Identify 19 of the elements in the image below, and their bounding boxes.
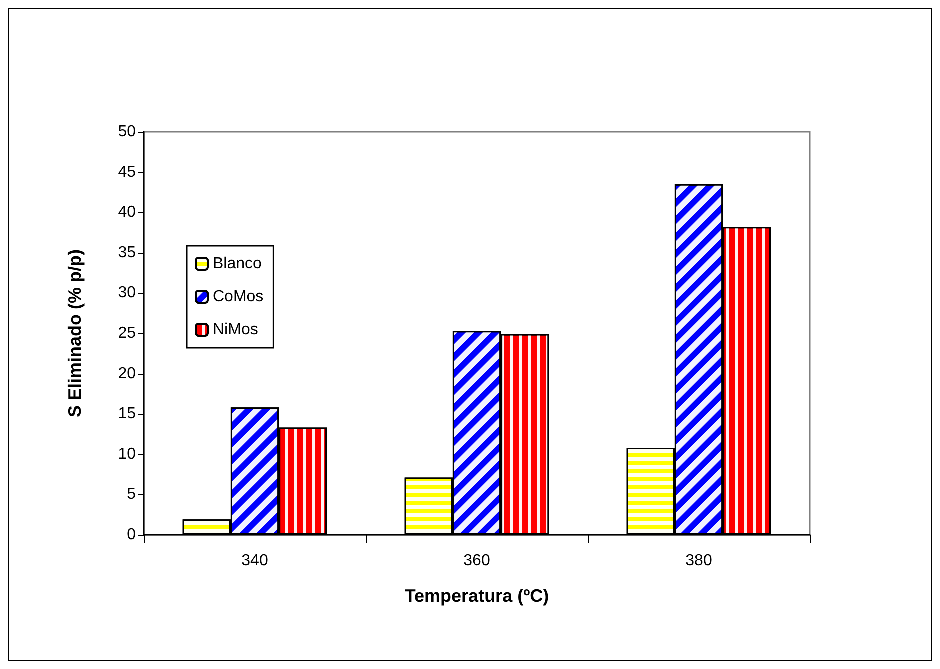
y-tick-label: 40 — [118, 204, 136, 222]
legend-label: NiMos — [213, 322, 258, 338]
y-tick-label: 20 — [118, 365, 136, 382]
y-tick-label: 45 — [118, 164, 136, 181]
y-tick-label: 35 — [118, 244, 136, 262]
y-axis-title: S Eliminado (% p/p) — [65, 249, 85, 418]
x-tick-label: 360 — [464, 552, 490, 570]
x-tick-label: 380 — [686, 552, 712, 570]
y-tick-label: 0 — [127, 526, 136, 544]
y-tick-label: 50 — [118, 124, 136, 140]
y-tick-label: 30 — [118, 284, 136, 302]
legend-label: Blanco — [213, 256, 262, 272]
y-tick-label: 5 — [127, 486, 136, 504]
x-axis-title: Temperatura (ºC) — [404, 586, 550, 606]
y-tick-label: 25 — [118, 325, 136, 342]
legend-label: CoMos — [213, 288, 264, 306]
y-tick-label: 15 — [118, 406, 136, 423]
y-tick-label: 10 — [118, 446, 136, 463]
x-tick-label: 340 — [242, 552, 268, 570]
